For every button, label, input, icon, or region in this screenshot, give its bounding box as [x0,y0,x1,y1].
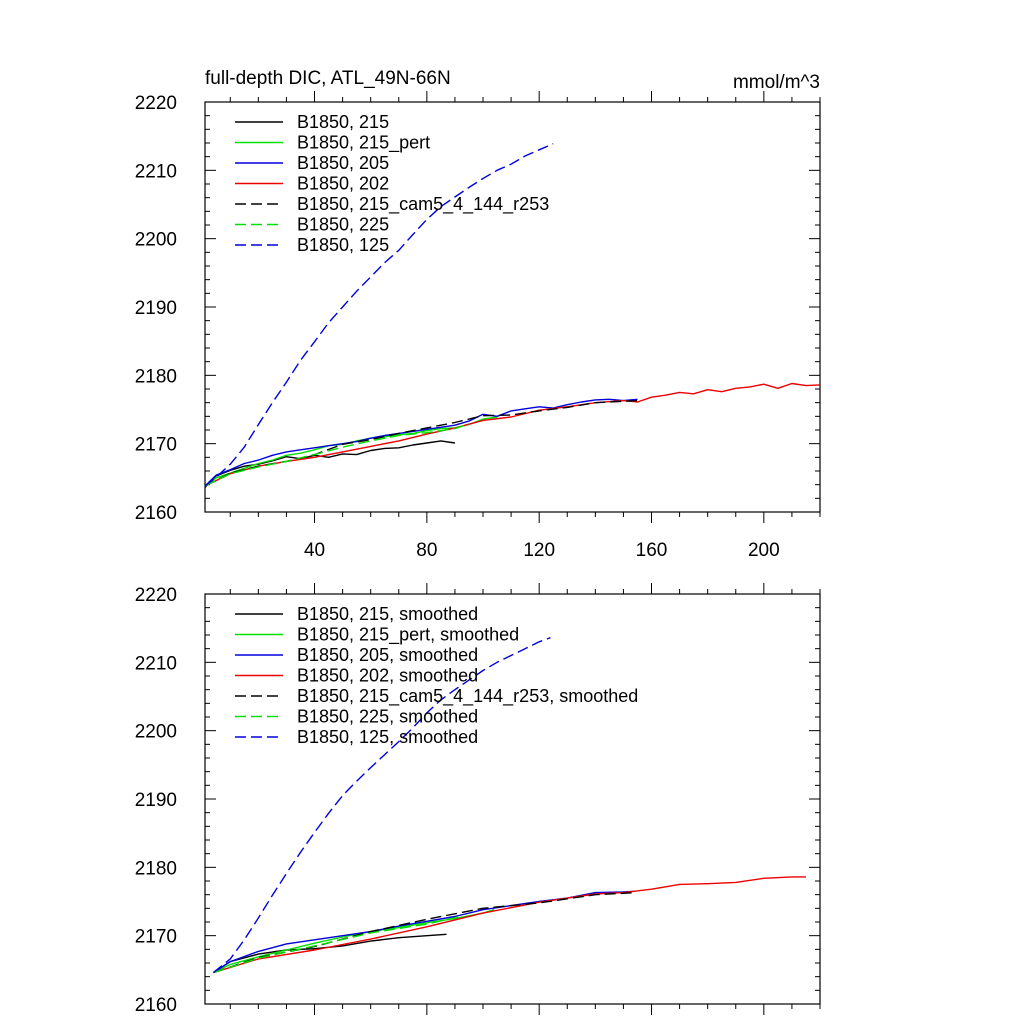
legend-label-3: B1850, 205, smoothed [297,645,478,665]
y-tick-label: 2160 [135,995,177,1016]
y-tick-label: 2170 [135,435,177,456]
y-tick-label: 2210 [135,653,177,674]
series-line-7 [204,143,554,487]
legend-label-5: B1850, 215_cam5_4_144_r253, smoothed [297,686,638,707]
y-tick-label: 2210 [135,161,177,182]
series-line-5 [204,399,638,487]
x-tick-label: 80 [416,540,437,561]
x-tick-label: 120 [523,540,555,561]
legend-label-5: B1850, 215_cam5_4_144_r253 [297,194,549,215]
y-tick-label: 2200 [135,230,177,251]
legend-label-1: B1850, 215 [297,112,389,132]
top-panel: full-depth DIC, ATL_49N-66N mmol/m^3 216… [135,68,821,561]
series-line-5 [213,891,635,974]
y-tick-label: 2160 [135,503,177,524]
y-tick-label: 2220 [135,93,177,114]
y-tick-label: 2190 [135,298,177,319]
y-tick-label: 2180 [135,858,177,879]
legend-label-2: B1850, 215_pert [297,133,430,154]
x-tick-label: 160 [636,540,668,561]
series-line-3 [204,398,638,487]
legend-label-1: B1850, 215, smoothed [297,604,478,624]
bottom-panel: 2160 2170 2180 2190 2200 2210 2220 B1850, 215, … [135,583,821,1016]
y-tick-label: 2170 [135,927,177,948]
series-line-2 [213,909,495,974]
series-line-2 [204,416,498,487]
series-line-3 [213,890,635,974]
chart-title: full-depth DIC, ATL_49N-66N [205,68,451,89]
units-label: mmol/m^3 [733,72,820,93]
x-tick-label: 200 [748,540,780,561]
y-tick-label: 2190 [135,790,177,811]
legend-label-2: B1850, 215_pert, smoothed [297,625,519,646]
legend-label-4: B1850, 202, smoothed [297,666,478,686]
y-tick-label: 2220 [135,585,177,606]
series-line-4 [204,382,821,487]
legend-label-7: B1850, 125, smoothed [297,727,478,747]
legend-label-4: B1850, 202 [297,174,389,194]
y-tick-label: 2200 [135,722,177,743]
series-line-1 [204,440,456,488]
legend-label-3: B1850, 205 [297,153,389,173]
legend-label-6: B1850, 225 [297,215,389,235]
legend-label-6: B1850, 225, smoothed [297,707,478,727]
series-line-7 [212,637,551,974]
series-line-6 [213,915,461,974]
x-tick-label: 40 [304,540,325,561]
series-line-4 [213,876,806,974]
legend-label-7: B1850, 125 [297,235,389,255]
y-tick-label: 2180 [135,366,177,387]
